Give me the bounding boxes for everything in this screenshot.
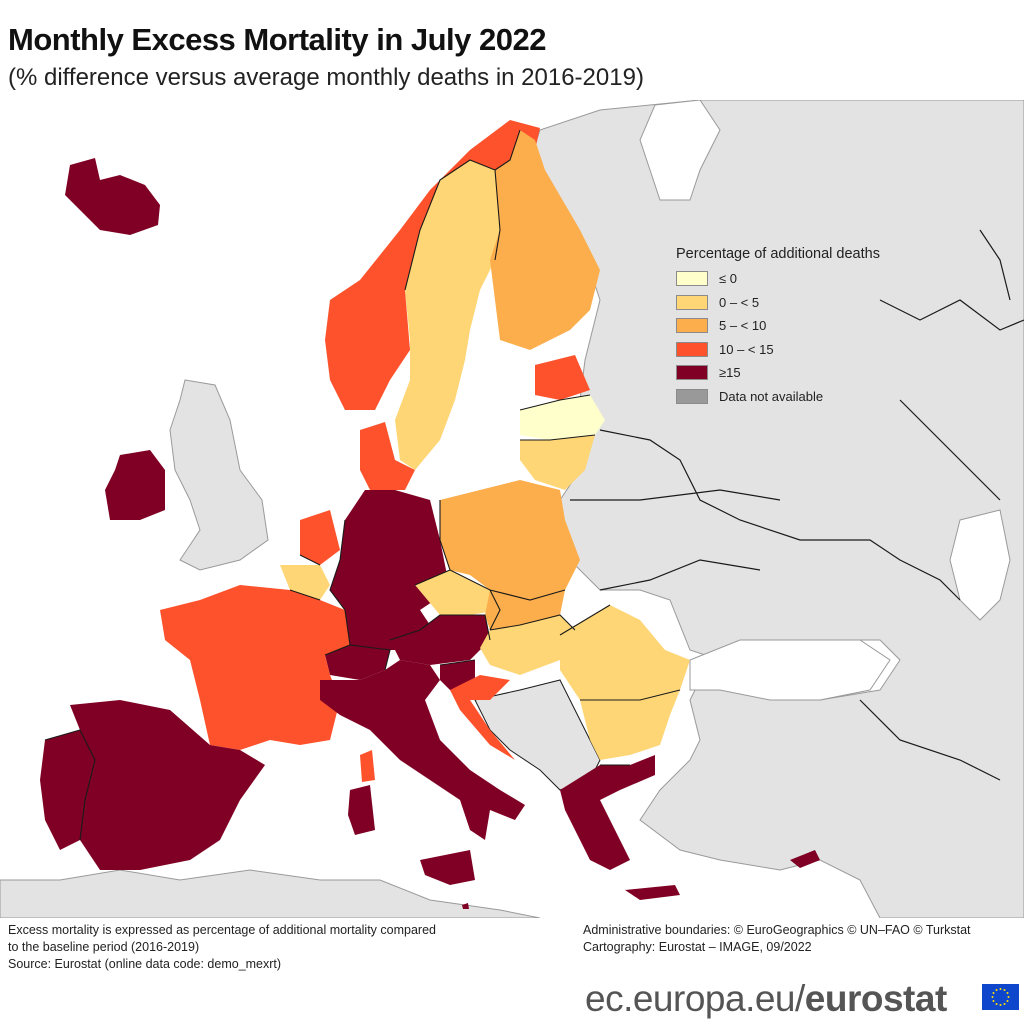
legend-swatch (676, 341, 708, 357)
country-czechia (415, 570, 500, 615)
country-poland (440, 480, 580, 600)
legend-swatch (676, 294, 708, 310)
country-denmark (360, 422, 415, 490)
legend-item: Data not available (676, 385, 880, 409)
country-norway (325, 120, 540, 410)
country-belgium (280, 565, 330, 600)
map-subtitle: (% difference versus average monthly dea… (8, 64, 644, 91)
country-iceland (65, 158, 160, 235)
legend-label: Data not available (719, 388, 824, 404)
land-uk (169, 379, 269, 571)
country-romania (560, 605, 690, 705)
country-lithuania (520, 435, 595, 490)
country-crete (625, 885, 680, 900)
country-bulgaria (580, 690, 680, 760)
brand-prefix: ec.europa.eu/ (585, 978, 805, 1019)
legend: Percentage of additional deaths ≤ 0 0 – <… (676, 246, 880, 408)
country-cyprus (790, 850, 820, 868)
country-finland (490, 130, 600, 350)
legend-swatch (676, 365, 708, 381)
borders-east (570, 229, 1024, 781)
legend-swatch (676, 271, 708, 287)
country-hungary (480, 615, 575, 675)
country-spain (70, 700, 265, 870)
footnote: Excess mortality is expressed as percent… (8, 922, 436, 973)
country-sicily (420, 850, 475, 885)
country-italy (320, 660, 525, 840)
legend-item: ≤ 0 (676, 267, 880, 291)
legend-title: Percentage of additional deaths (676, 246, 880, 262)
country-netherlands (300, 510, 340, 565)
eurostat-brand[interactable]: ec.europa.eu/eurostat (585, 978, 947, 1020)
country-switzerland (325, 645, 390, 680)
country-ireland (105, 450, 165, 520)
cartography-credit: Cartography: Eurostat – IMAGE, 09/2022 (583, 940, 812, 954)
note-line-1: Excess mortality is expressed as percent… (8, 923, 436, 937)
country-slovakia (485, 590, 565, 630)
country-portugal (40, 730, 95, 850)
legend-label: ≤ 0 (719, 271, 737, 287)
legend-swatch (676, 388, 708, 404)
country-sweden (395, 160, 500, 470)
legend-item: 0 – < 5 (676, 291, 880, 315)
white-sea (639, 100, 721, 201)
legend-label: 5 – < 10 (719, 318, 767, 334)
country-croatia (450, 675, 515, 760)
brand-name: eurostat (804, 978, 947, 1019)
country-malta (462, 903, 469, 909)
legend-label: 0 – < 5 (719, 294, 760, 310)
country-corsica (360, 750, 375, 782)
legend-label: ≥15 (719, 365, 741, 381)
country-estonia (535, 355, 590, 400)
country-greece (560, 755, 655, 870)
legend-item: 5 – < 10 (676, 314, 880, 338)
country-austria (390, 615, 490, 665)
borders-eu (44, 129, 681, 841)
legend-item: 10 – < 15 (676, 338, 880, 362)
black-sea (689, 639, 891, 701)
map-title: Monthly Excess Mortality in July 2022 (8, 22, 546, 57)
caspian-sea (949, 509, 1011, 621)
country-france (160, 585, 350, 750)
legend-label: 10 – < 15 (719, 341, 774, 357)
country-germany (330, 490, 450, 650)
legend-swatch (676, 318, 708, 334)
boundaries-credit: Administrative boundaries: © EuroGeograp… (583, 923, 971, 937)
note-line-2: to the baseline period (2016-2019) (8, 940, 200, 954)
europe-map (0, 100, 1024, 918)
country-latvia (520, 395, 605, 440)
land-north-africa (0, 869, 541, 918)
land-non-eu-east (529, 100, 1024, 918)
country-sardinia (348, 785, 375, 835)
eu-flag-icon (982, 984, 1019, 1010)
source: Source: Eurostat (online data code: demo… (8, 957, 282, 971)
legend-item: ≥15 (676, 361, 880, 385)
credits: Administrative boundaries: © EuroGeograp… (583, 922, 971, 956)
